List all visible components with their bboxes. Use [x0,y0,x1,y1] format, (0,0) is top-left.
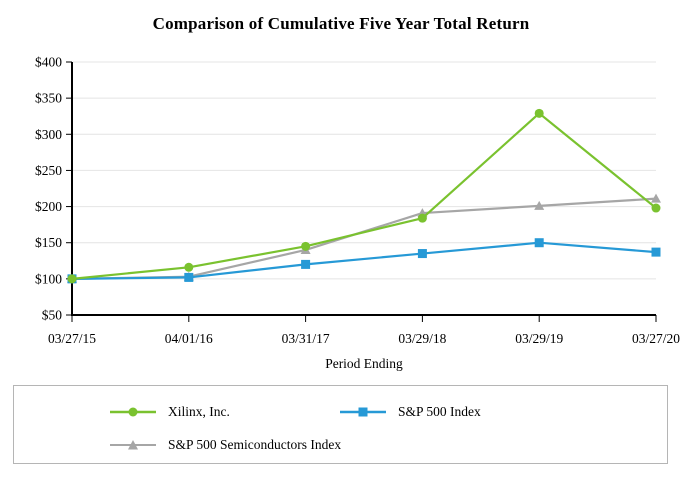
x-axis-tick-label: 03/31/17 [282,331,330,346]
legend-item-xilinx: Xilinx, Inc. [110,404,230,420]
chart-title: Comparison of Cumulative Five Year Total… [152,14,530,33]
x-axis-tick-label: 03/27/20 [632,331,680,346]
y-axis-tick-label: $100 [35,271,62,286]
legend-label-semiconductors: S&P 500 Semiconductors Index [168,437,342,452]
data-point-marker [651,193,661,203]
legend-label-xilinx: Xilinx, Inc. [168,404,230,419]
data-point-marker [301,241,311,251]
semiconductors-line-marker-icon [110,440,156,450]
y-axis-tick-label: $150 [35,235,62,250]
x-axis-tick-label: 03/29/18 [398,331,446,346]
legend: Xilinx, Inc. S&P 500 Index S&P 500 Semic… [13,385,668,464]
xilinx-line-marker-icon [110,407,156,417]
x-axis-title: Period Ending [325,356,403,371]
data-point-marker [534,200,545,210]
data-point-marker [417,213,427,223]
data-point-marker [184,262,194,272]
data-point-marker [534,108,544,118]
x-axis-tick-label: 04/01/16 [165,331,213,346]
series-line [71,112,657,280]
legend-item-semiconductors: S&P 500 Semiconductors Index [110,437,341,453]
data-point-marker [651,203,661,213]
data-point-marker [184,272,194,282]
data-point-marker [651,247,661,257]
sp500-line-marker-icon [340,407,386,417]
plot-svg: $50 $100 $150 $200 $250 $300 $350 $400 03/27/15 0… [35,55,680,372]
data-point-marker [67,274,77,284]
y-axis-tick-label: $200 [35,199,62,214]
legend-item-sp500: S&P 500 Index [340,404,481,420]
x-axis-tick-label: 03/27/15 [48,331,96,346]
legend-label-sp500: S&P 500 Index [398,404,481,419]
data-point-marker [417,249,427,259]
x-axis-tick-label: 03/29/19 [515,331,563,346]
y-axis-tick-label: $350 [35,91,62,106]
y-axis-tick-label: $300 [35,127,62,142]
y-axis-tick-label: $400 [35,55,62,70]
data-point-marker [301,259,311,269]
series-line [71,241,657,280]
data-point-marker [534,238,544,248]
y-axis-tick-label: $50 [42,308,63,323]
y-axis-tick-label: $250 [35,163,62,178]
series-line [71,197,657,280]
